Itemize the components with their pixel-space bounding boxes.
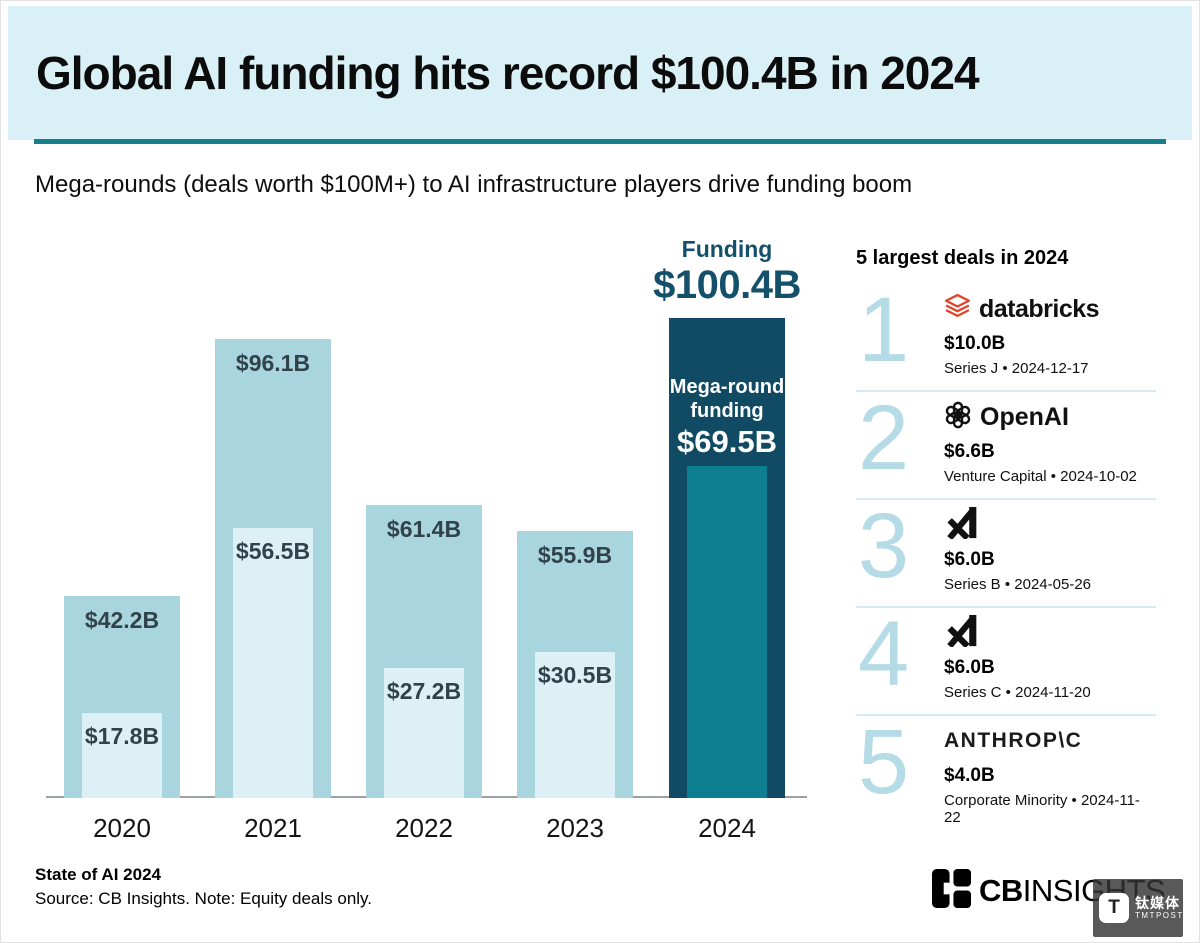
bar-2024-total: Mega-round funding $69.5B Funding $100.4B	[653, 236, 801, 798]
xai-logo	[944, 614, 1156, 652]
header-divider-rule	[34, 139, 1166, 144]
deal-row-openai: 2 OpenAI $6.6B	[856, 392, 1156, 500]
deal-detail: Series C • 2024-11-20	[944, 684, 1091, 701]
tmtpost-chinese: 钛媒体	[1135, 895, 1180, 912]
funding-bar-chart: $17.8B $42.2B 2020 $56.5B $96.1B 2021 $27.2B $6…	[46, 231, 807, 843]
largest-deals-panel: 5 largest deals in 2024 1 databricks $10…	[856, 247, 1156, 826]
funding-callout-label: Funding	[681, 235, 773, 262]
x-tick-2024: 2024	[698, 813, 756, 843]
total-value-label: $55.9B	[537, 542, 613, 568]
cbinsights-icon	[932, 869, 971, 913]
deal-row-xai-series-c: 4 $6.0B Series C • 2024-11-20	[856, 608, 1156, 716]
megaround-value-label: $17.8B	[84, 723, 160, 749]
bar-2020-megaround: $17.8B	[82, 713, 162, 798]
deal-amount: $10.0B	[944, 333, 1006, 354]
source-note: Source: CB Insights. Note: Equity deals …	[35, 889, 373, 908]
deal-detail: Series J • 2024-12-17	[944, 360, 1089, 377]
deal-rank: 2	[858, 387, 910, 489]
tmtpost-english: TMTPOST	[1135, 911, 1184, 921]
funding-callout-value: $100.4B	[653, 263, 801, 307]
openai-icon	[944, 401, 972, 434]
x-tick-2020: 2020	[93, 813, 151, 843]
deal-detail: Venture Capital • 2024-10-02	[944, 468, 1137, 485]
deal-row-databricks: 1 databricks $10.0B Series J • 2024-12-1…	[856, 284, 1156, 392]
subtitle: Mega-rounds (deals worth $100M+) to AI i…	[35, 171, 913, 198]
x-tick-2022: 2022	[395, 813, 453, 843]
deal-rank: 1	[858, 279, 910, 381]
bar-2023-megaround: $30.5B	[535, 652, 615, 798]
deal-amount: $6.0B	[944, 549, 995, 570]
tmtpost-t-icon: T	[1099, 893, 1129, 923]
bar-2021-megaround: $56.5B	[233, 528, 313, 798]
bar-2022-total: $27.2B $61.4B	[366, 505, 482, 798]
megaround-value-label: $27.2B	[386, 678, 462, 704]
databricks-icon	[944, 293, 971, 325]
deal-amount: $6.6B	[944, 441, 995, 462]
databricks-wordmark: databricks	[979, 294, 1100, 323]
bar-2024-megaround: Mega-round funding $69.5B	[670, 376, 784, 798]
megaround-callout-label: Mega-round funding	[669, 376, 785, 423]
deal-row-xai-series-b: 3 $6.0B Series B • 2024-05-26	[856, 500, 1156, 608]
deal-detail: Corporate Minority • 2024-11-22	[944, 792, 1140, 826]
openai-logo: OpenAI	[944, 401, 1156, 433]
bar-2022-megaround: $27.2B	[384, 668, 464, 798]
brand-cb-text: CB	[979, 873, 1023, 908]
deal-amount: $4.0B	[944, 765, 995, 786]
tmtpost-watermark: T 钛媒体 TMTPOST	[1093, 879, 1183, 937]
anthropic-wordmark: ANTHROP\C	[944, 725, 1156, 757]
xai-icon	[944, 614, 982, 652]
page-title: Global AI funding hits record $100.4B in…	[36, 47, 980, 99]
header-band: Global AI funding hits record $100.4B in…	[8, 6, 1192, 140]
megaround-callout-value: $69.5B	[677, 424, 777, 460]
deal-amount: $6.0B	[944, 657, 995, 678]
funding-callout: Funding $100.4B	[617, 235, 837, 308]
anthropic-wordmark-text: ANTHROP\C	[944, 729, 1083, 752]
total-value-label: $96.1B	[235, 350, 311, 376]
report-name: State of AI 2024	[35, 865, 161, 884]
databricks-logo: databricks	[944, 293, 1156, 325]
tmtpost-text: 钛媒体 TMTPOST	[1135, 895, 1184, 920]
bar-2021-total: $56.5B $96.1B	[215, 339, 331, 798]
footer-notes: State of AI 2024 Source: CB Insights. No…	[35, 865, 372, 909]
megaround-value-label: $30.5B	[537, 662, 613, 688]
x-tick-2023: 2023	[546, 813, 604, 843]
megaround-callout: Mega-round funding $69.5B	[665, 375, 789, 462]
xai-logo	[944, 506, 1156, 544]
bar-2020-total: $17.8B $42.2B	[64, 596, 180, 798]
deal-rank: 3	[858, 495, 910, 597]
x-tick-2021: 2021	[244, 813, 302, 843]
openai-wordmark: OpenAI	[980, 402, 1069, 431]
megaround-value-label: $56.5B	[235, 538, 311, 564]
total-value-label: $42.2B	[84, 607, 160, 633]
xai-icon	[944, 506, 982, 544]
bar-2023-total: $30.5B $55.9B	[517, 531, 633, 798]
total-value-label: $61.4B	[386, 516, 462, 542]
deal-detail: Series B • 2024-05-26	[944, 576, 1092, 593]
deal-row-anthropic: 5 ANTHROP\C $4.0B Corporate Minority • 2…	[856, 716, 1156, 826]
deal-rank: 4	[858, 603, 910, 705]
deal-rank: 5	[858, 711, 910, 813]
deals-heading: 5 largest deals in 2024	[856, 247, 1069, 269]
